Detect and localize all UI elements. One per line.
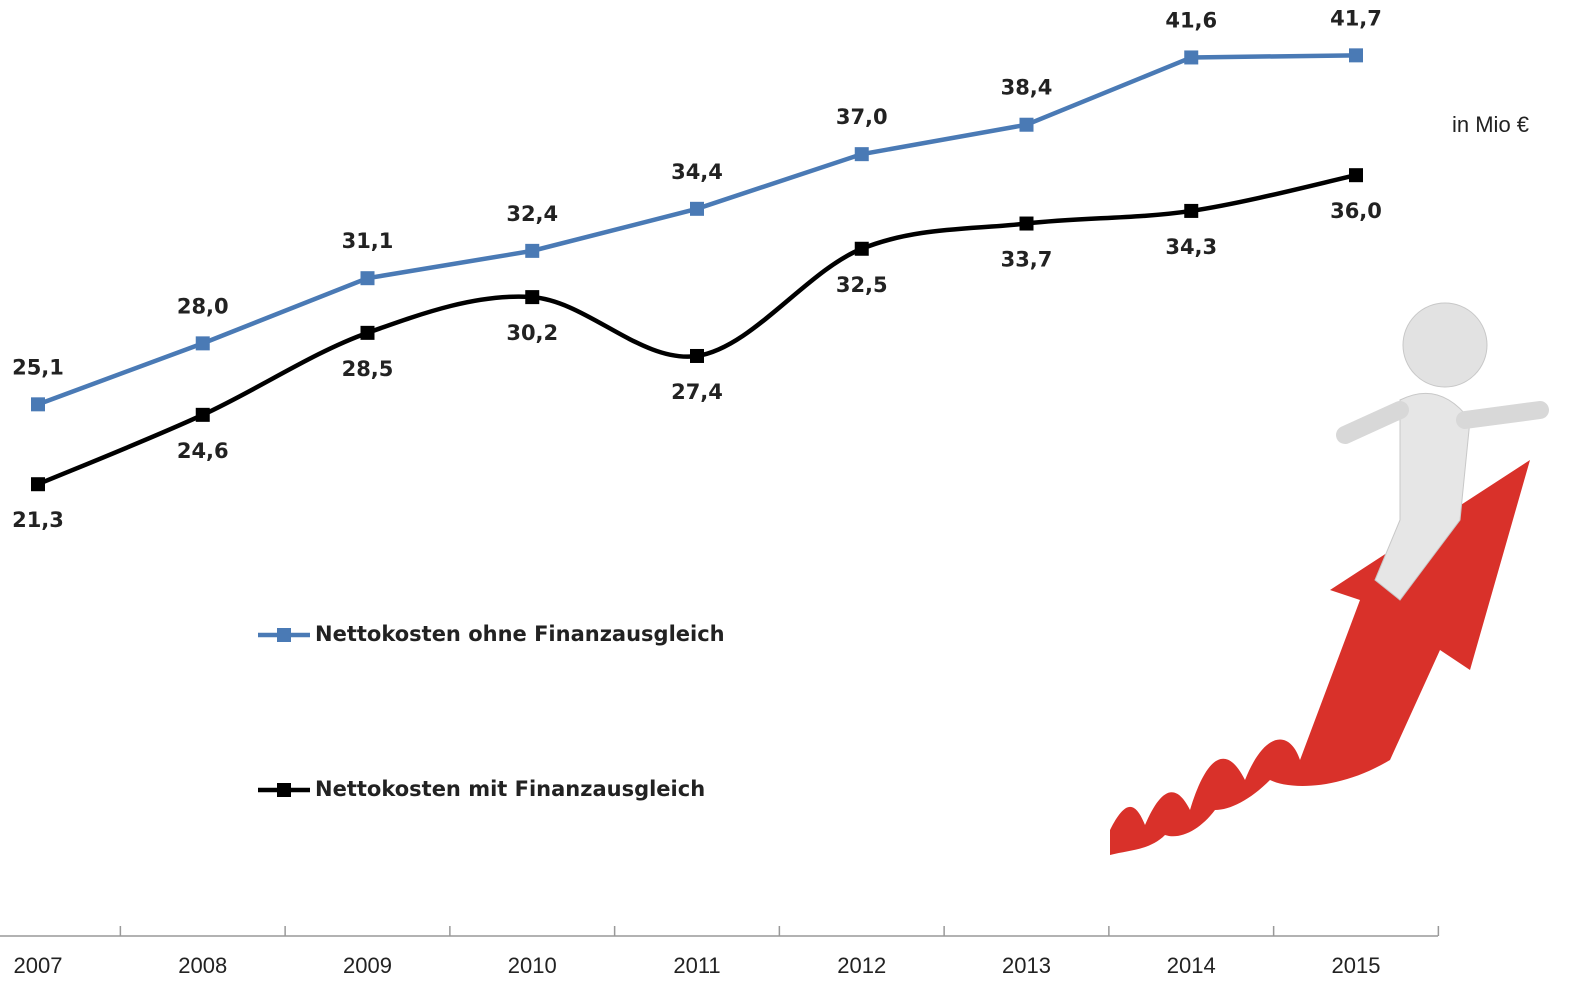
x-tick-label: 2008 <box>178 953 227 978</box>
data-label: 34,4 <box>671 160 723 184</box>
point-marker <box>690 349 704 363</box>
data-label: 25,1 <box>12 355 64 379</box>
unit-label: in Mio € <box>1452 112 1529 137</box>
data-label: 41,6 <box>1165 8 1217 32</box>
point-marker <box>525 290 539 304</box>
data-label: 27,4 <box>671 380 723 404</box>
point-marker <box>1349 168 1363 182</box>
point-marker <box>361 326 375 340</box>
legend-label: Nettokosten mit Finanzausgleich <box>315 777 705 801</box>
x-tick-label: 2007 <box>14 953 63 978</box>
runner-illustration <box>1110 303 1540 855</box>
data-label: 36,0 <box>1330 199 1382 223</box>
data-label: 24,6 <box>177 439 229 463</box>
figure-head <box>1403 303 1487 387</box>
data-label: 30,2 <box>506 321 558 345</box>
data-label: 38,4 <box>1001 76 1053 100</box>
data-label: 21,3 <box>12 508 64 532</box>
x-tick-label: 2012 <box>837 953 886 978</box>
point-marker <box>361 271 375 285</box>
point-marker <box>196 336 210 350</box>
point-marker <box>855 147 869 161</box>
point-marker <box>1349 48 1363 62</box>
data-label: 28,0 <box>177 294 229 318</box>
x-tick-label: 2011 <box>673 953 720 978</box>
x-tick-label: 2010 <box>508 953 557 978</box>
point-marker <box>855 242 869 256</box>
point-marker <box>1184 204 1198 218</box>
point-marker <box>31 477 45 491</box>
data-label: 37,0 <box>836 105 888 129</box>
point-marker <box>525 244 539 258</box>
data-label: 32,5 <box>836 273 888 297</box>
data-label: 33,7 <box>1001 248 1053 272</box>
point-marker <box>31 397 45 411</box>
data-label: 41,7 <box>1330 6 1382 30</box>
x-tick-label: 2014 <box>1167 953 1216 978</box>
point-marker <box>1020 217 1034 231</box>
data-label: 32,4 <box>506 202 558 226</box>
point-marker <box>196 408 210 422</box>
x-tick-label: 2013 <box>1002 953 1051 978</box>
legend-marker <box>277 628 291 642</box>
data-label: 34,3 <box>1165 235 1217 259</box>
data-label: 31,1 <box>342 229 394 253</box>
x-tick-label: 2009 <box>343 953 392 978</box>
chart: in Mio € 2007 2008 2009 2010 2011 2012 2013 201… <box>0 0 1585 991</box>
point-marker <box>1184 50 1198 64</box>
legend-marker <box>277 783 291 797</box>
red-arrow <box>1110 460 1530 855</box>
point-marker <box>690 202 704 216</box>
point-marker <box>1020 118 1034 132</box>
x-tick-label: 2015 <box>1332 953 1381 978</box>
legend-label: Nettokosten ohne Finanzausgleich <box>315 622 725 646</box>
data-label: 28,5 <box>342 357 394 381</box>
